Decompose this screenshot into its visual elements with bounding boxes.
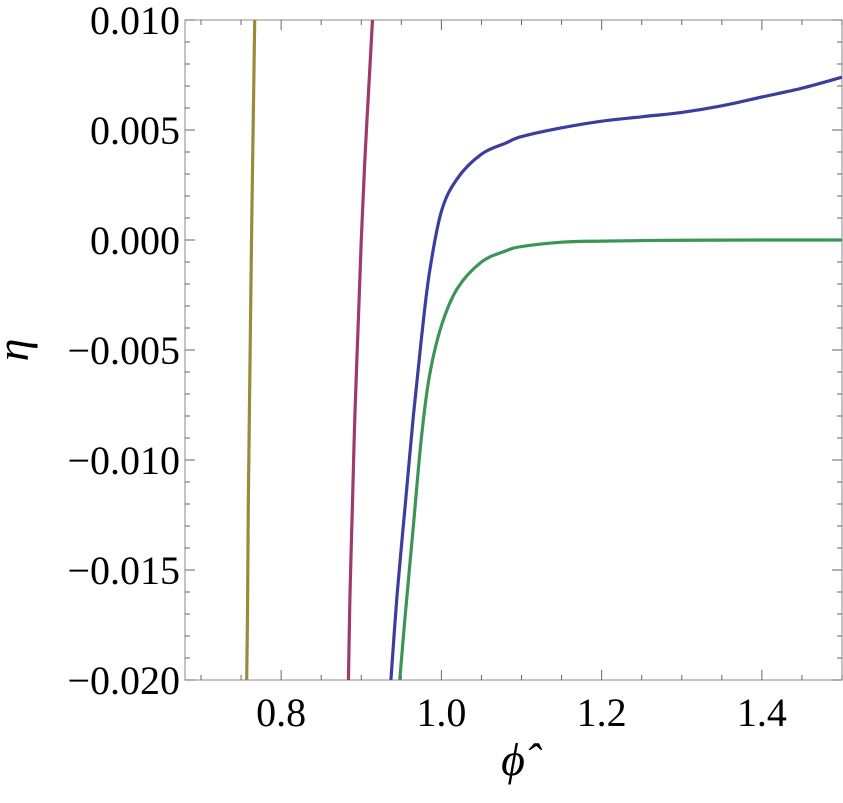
x-tick-label: 1.0	[416, 690, 466, 735]
x-axis-label: ϕ̂	[501, 734, 543, 785]
y-tick-label: −0.020	[67, 658, 180, 703]
y-tick-label: −0.010	[67, 438, 180, 483]
series-line-2	[346, 20, 375, 680]
y-tick-label: −0.015	[67, 548, 180, 593]
y-tick-label: 0.000	[90, 218, 180, 263]
series-line-1	[245, 20, 257, 680]
y-tick-label: −0.005	[67, 328, 180, 373]
x-tick-label: 0.8	[256, 690, 306, 735]
axis-ticks	[185, 19, 843, 681]
tick-labels: 0.8 1.0 1.2 1.4 0.010 0.005 0.000 −0.005 −0.010 −…	[67, 0, 786, 735]
y-tick-label: 0.010	[90, 0, 180, 43]
x-tick-label: 1.2	[577, 690, 627, 735]
data-series	[245, 20, 842, 680]
series-line-4	[398, 238, 842, 680]
y-tick-label: 0.005	[90, 108, 180, 153]
series-line-3	[389, 75, 842, 680]
x-tick-label: 1.4	[737, 690, 787, 735]
y-axis-label: η	[0, 339, 38, 362]
plot-frame	[184, 19, 843, 681]
